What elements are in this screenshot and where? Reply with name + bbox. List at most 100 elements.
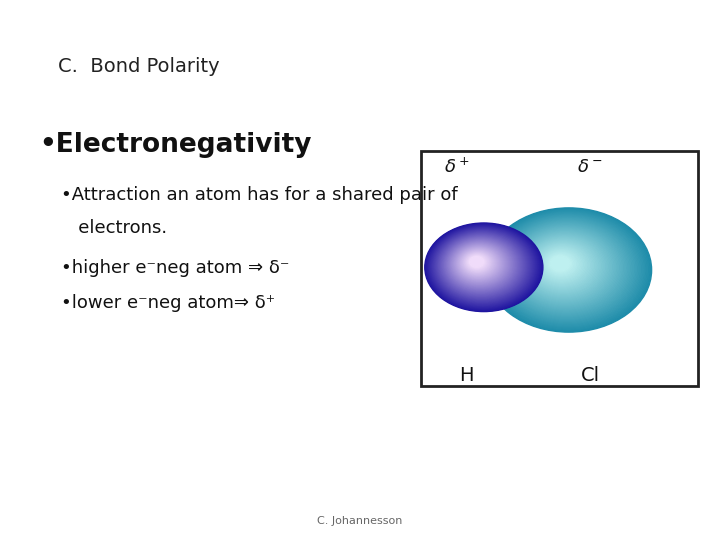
Circle shape bbox=[548, 254, 573, 273]
Circle shape bbox=[457, 247, 500, 279]
Circle shape bbox=[531, 241, 595, 289]
Circle shape bbox=[428, 225, 539, 308]
Circle shape bbox=[454, 245, 505, 283]
Circle shape bbox=[541, 249, 581, 279]
Circle shape bbox=[524, 237, 603, 296]
Circle shape bbox=[527, 239, 599, 293]
Circle shape bbox=[518, 232, 611, 302]
Circle shape bbox=[449, 241, 512, 288]
Circle shape bbox=[496, 215, 639, 323]
Circle shape bbox=[436, 231, 529, 301]
Circle shape bbox=[436, 232, 528, 300]
Circle shape bbox=[431, 228, 534, 305]
Circle shape bbox=[430, 227, 536, 306]
Circle shape bbox=[458, 248, 499, 279]
Text: $\delta^+$: $\delta^+$ bbox=[444, 158, 470, 177]
Text: C. Johannesson: C. Johannesson bbox=[318, 516, 402, 526]
Circle shape bbox=[503, 220, 631, 316]
Circle shape bbox=[549, 255, 572, 272]
Circle shape bbox=[443, 237, 519, 294]
Circle shape bbox=[434, 230, 531, 302]
Text: Cl: Cl bbox=[581, 366, 600, 385]
Circle shape bbox=[497, 216, 638, 322]
Circle shape bbox=[547, 254, 575, 274]
Circle shape bbox=[486, 208, 652, 332]
Circle shape bbox=[440, 234, 523, 296]
Circle shape bbox=[505, 222, 628, 314]
Circle shape bbox=[516, 230, 614, 304]
Text: •Attraction an atom has for a shared pair of: •Attraction an atom has for a shared pai… bbox=[61, 186, 458, 204]
Circle shape bbox=[537, 246, 587, 284]
Circle shape bbox=[523, 235, 605, 297]
Circle shape bbox=[464, 252, 492, 273]
Circle shape bbox=[467, 255, 487, 269]
Circle shape bbox=[444, 237, 518, 293]
Circle shape bbox=[536, 246, 588, 285]
Circle shape bbox=[444, 238, 517, 292]
Circle shape bbox=[466, 254, 489, 271]
Circle shape bbox=[492, 212, 644, 327]
Circle shape bbox=[546, 253, 575, 275]
Circle shape bbox=[507, 224, 626, 313]
Circle shape bbox=[529, 240, 596, 291]
Circle shape bbox=[511, 227, 620, 308]
Circle shape bbox=[461, 250, 496, 276]
Circle shape bbox=[442, 236, 520, 294]
Circle shape bbox=[490, 211, 646, 328]
Text: C.  Bond Polarity: C. Bond Polarity bbox=[58, 57, 219, 76]
Circle shape bbox=[512, 227, 618, 307]
Circle shape bbox=[522, 235, 606, 298]
Circle shape bbox=[425, 223, 543, 312]
Circle shape bbox=[427, 225, 540, 309]
Circle shape bbox=[543, 251, 580, 278]
Circle shape bbox=[541, 249, 582, 280]
Circle shape bbox=[459, 249, 497, 277]
Circle shape bbox=[459, 248, 498, 278]
Circle shape bbox=[539, 247, 585, 282]
Circle shape bbox=[510, 226, 621, 309]
Circle shape bbox=[454, 245, 504, 282]
Circle shape bbox=[438, 233, 525, 298]
Circle shape bbox=[447, 240, 514, 290]
Circle shape bbox=[456, 247, 501, 280]
Circle shape bbox=[455, 246, 503, 281]
Circle shape bbox=[495, 214, 641, 324]
Circle shape bbox=[498, 217, 636, 321]
Circle shape bbox=[451, 243, 508, 285]
Text: •lower e⁻neg atom⇒ δ⁺: •lower e⁻neg atom⇒ δ⁺ bbox=[61, 294, 275, 312]
Circle shape bbox=[469, 256, 485, 268]
Circle shape bbox=[429, 226, 537, 307]
Text: •Electronegativity: •Electronegativity bbox=[40, 132, 312, 158]
Circle shape bbox=[499, 218, 635, 320]
Circle shape bbox=[544, 251, 578, 277]
Circle shape bbox=[505, 222, 626, 313]
Circle shape bbox=[539, 248, 584, 281]
Circle shape bbox=[513, 228, 617, 306]
Circle shape bbox=[449, 241, 510, 287]
Circle shape bbox=[428, 226, 538, 308]
Circle shape bbox=[550, 256, 570, 271]
Circle shape bbox=[437, 232, 527, 300]
Circle shape bbox=[426, 224, 541, 310]
Circle shape bbox=[503, 221, 629, 315]
Circle shape bbox=[435, 231, 530, 302]
Circle shape bbox=[446, 239, 515, 291]
Circle shape bbox=[518, 232, 610, 301]
Circle shape bbox=[441, 235, 521, 295]
Circle shape bbox=[500, 219, 634, 319]
Circle shape bbox=[448, 240, 513, 289]
Text: H: H bbox=[459, 366, 474, 385]
Circle shape bbox=[534, 244, 591, 287]
Circle shape bbox=[508, 224, 624, 312]
Circle shape bbox=[509, 225, 623, 310]
Circle shape bbox=[433, 229, 533, 304]
Circle shape bbox=[531, 242, 593, 288]
Circle shape bbox=[451, 242, 509, 286]
Circle shape bbox=[438, 233, 526, 299]
Circle shape bbox=[452, 244, 507, 285]
Circle shape bbox=[441, 235, 522, 296]
Circle shape bbox=[465, 253, 490, 272]
Circle shape bbox=[516, 231, 613, 303]
Circle shape bbox=[533, 243, 592, 287]
Circle shape bbox=[464, 253, 491, 273]
